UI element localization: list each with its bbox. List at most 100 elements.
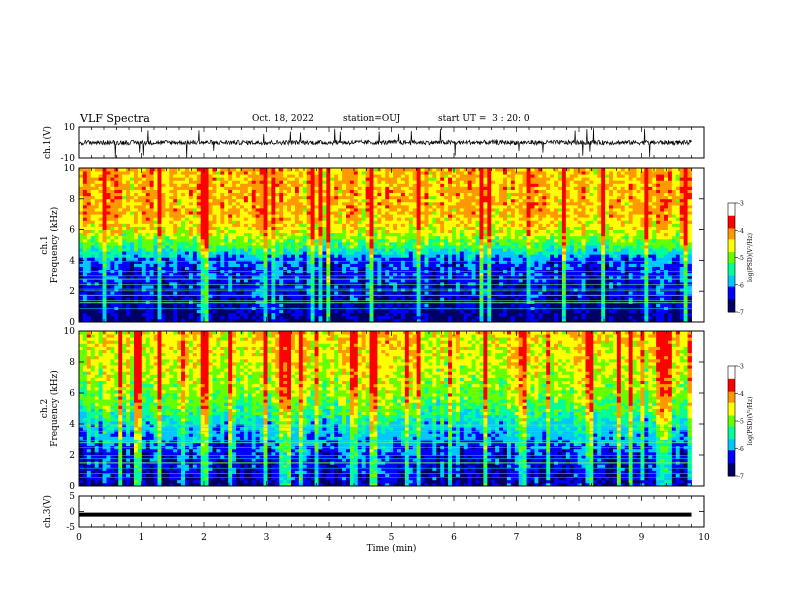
spectrogram-cell (236, 238, 241, 243)
spectrogram-cell (118, 189, 123, 194)
spectrogram-cell (130, 275, 135, 280)
spectrogram-cell (200, 198, 206, 203)
spectrogram-cell (153, 291, 158, 295)
spectrogram-cell (397, 180, 402, 184)
spectrogram-cell (263, 232, 268, 237)
spectrogram-cell (106, 315, 111, 320)
spectrogram-cell (165, 309, 170, 314)
spectrogram-cell (428, 192, 433, 197)
spectrogram-cell (106, 285, 111, 289)
spectrogram-cell (432, 309, 437, 314)
spectrogram-cell (365, 235, 370, 240)
spectrogram-cell (314, 211, 319, 215)
spectrogram-cell (181, 312, 186, 317)
spectrogram-cell (412, 183, 418, 187)
spectrogram-cell (393, 168, 398, 172)
spectrogram-cell (302, 278, 308, 283)
spectrogram-cell (181, 318, 186, 323)
spectrogram-cell (314, 306, 319, 311)
spectrogram-cell (145, 208, 151, 212)
spectrogram-cell (404, 180, 410, 184)
spectrogram-cell (232, 251, 237, 255)
spectrogram-cell (181, 288, 186, 292)
spectrogram-cell (149, 214, 154, 218)
spectrogram-cell (224, 297, 229, 301)
spectrogram-cell (137, 248, 143, 252)
spectrogram-cell (94, 297, 100, 301)
spectrogram-cell (141, 226, 147, 230)
spectrogram-cell (232, 285, 237, 289)
spectrogram-cell (279, 235, 284, 240)
spectrogram-cell (444, 248, 449, 252)
spectrogram-cell (251, 294, 257, 298)
spectrogram-cell (169, 275, 174, 280)
spectrogram-cell (196, 318, 202, 323)
spectrogram-cell (204, 201, 209, 206)
spectrogram-cell (369, 192, 374, 197)
spectrogram-cell (357, 235, 363, 240)
spectrogram-cell (294, 257, 300, 261)
spectrogram-cell (342, 195, 347, 200)
spectrogram-cell (338, 183, 343, 187)
spectrogram-cell (416, 241, 421, 246)
spectrogram-cell (141, 186, 147, 190)
spectrogram-cell (306, 275, 312, 280)
spectrogram-cell (467, 241, 473, 246)
spectrogram-cell (338, 297, 343, 301)
spectrogram-cell (181, 260, 186, 264)
spectrogram-cell (255, 229, 261, 234)
spectrogram-cell (322, 278, 327, 283)
spectrogram-cell (275, 229, 280, 234)
spectrogram-cell (424, 309, 429, 314)
spectrogram-cell (365, 309, 370, 314)
spectrogram-cell (345, 285, 351, 289)
spectrogram-cell (345, 251, 351, 255)
spectrogram-cell (212, 238, 217, 243)
spectrogram-cell (177, 238, 182, 243)
spectrogram-cell (224, 192, 229, 197)
spectrogram-cell (177, 251, 182, 255)
spectrogram-cell (94, 198, 100, 203)
spectrogram-cell (452, 217, 457, 221)
spectrogram-cell (259, 263, 264, 267)
spectrogram-cell (467, 303, 473, 307)
spectrogram-cell (452, 192, 457, 197)
spectrogram-cell (349, 223, 355, 227)
spectrogram-cell (416, 288, 421, 292)
spectrogram-cell (400, 248, 406, 252)
spectrogram-cell (149, 211, 154, 215)
spectrogram-cell (247, 294, 253, 298)
spectrogram-cell (314, 303, 319, 307)
spectrogram-cell (389, 183, 394, 187)
spectrogram-cell (452, 266, 457, 271)
spectrogram-cell (224, 312, 229, 317)
spectrogram-cell (259, 183, 264, 187)
spectrogram-cell (220, 211, 225, 215)
spectrogram-cell (322, 260, 327, 264)
spectrogram-cell (239, 214, 245, 218)
spectrogram-cell (408, 248, 414, 252)
spectrogram-cell (236, 229, 241, 234)
spectrogram-cell (291, 183, 296, 187)
spectrogram-cell (408, 241, 414, 246)
spectrogram-cell (432, 238, 437, 243)
spectrogram-cell (330, 232, 335, 237)
spectrogram-cell (448, 272, 453, 277)
spectrogram-cell (338, 220, 343, 224)
spectrogram-cell (271, 260, 276, 264)
spectrogram-cell (196, 241, 202, 246)
spectrogram-cell (385, 238, 390, 243)
spectrogram-cell (126, 232, 131, 237)
spectrogram-cell (452, 263, 457, 267)
spectrogram-cell (192, 297, 198, 301)
spectrogram-cell (271, 214, 276, 218)
spectrogram-cell (239, 229, 245, 234)
spectrogram-cell (141, 288, 147, 292)
spectrogram-cell (98, 315, 103, 320)
spectrogram-cell (361, 318, 367, 323)
spectrogram-cell (188, 208, 194, 212)
spectrogram-cell (436, 281, 441, 286)
spectrogram-cell (369, 315, 374, 320)
spectrogram-cell (224, 229, 229, 234)
spectrogram-cell (349, 306, 355, 311)
